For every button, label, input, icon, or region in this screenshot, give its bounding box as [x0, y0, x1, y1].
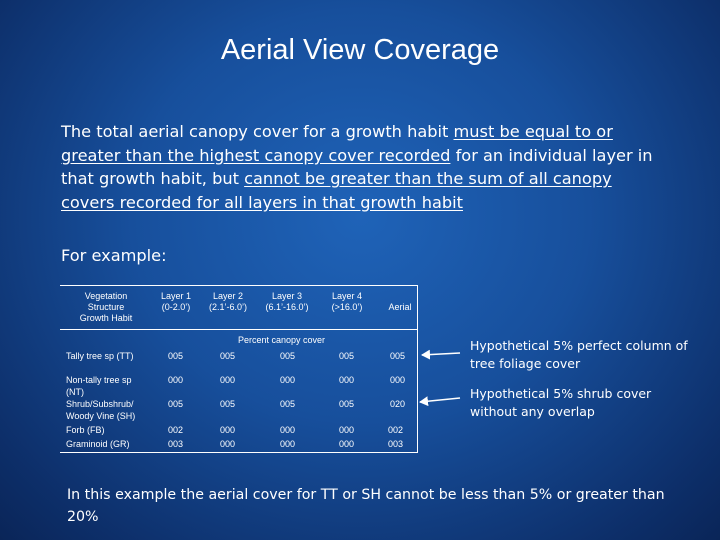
cell-sh-aerial: 020 [390, 399, 406, 409]
para-underline-1: must be equal to or greater than the hig… [61, 122, 613, 165]
row-label-fb: Forb (FB) [66, 425, 105, 435]
cell-tt-l4: 005 [339, 351, 355, 361]
para-text-2: for an individual layer in that growth h… [61, 145, 653, 189]
arrow-to-sh-aerial [419, 396, 461, 407]
row-label-nt: Non-tally tree sp [66, 375, 132, 385]
arrow-to-tt-aerial [421, 349, 461, 360]
cell-fb-l1: 002 [168, 425, 184, 435]
row-label-nt-2: (NT) [66, 387, 84, 397]
cell-tt-l2: 005 [220, 351, 236, 361]
header-growth-habit: Vegetation Structure Growth Habit [79, 291, 133, 323]
cell-nt-aerial: 000 [390, 375, 406, 385]
cell-tt-l1: 005 [168, 351, 184, 361]
table-bottom-rule [60, 452, 418, 453]
cell-gr-l2: 000 [220, 439, 236, 449]
cell-nt-l2: 000 [220, 375, 236, 385]
header-layer-2: Layer 2 (2.1’-6.0’) [208, 291, 247, 312]
cell-tt-l3: 005 [280, 351, 296, 361]
cell-sh-l3: 005 [280, 399, 296, 409]
cell-sh-l1: 005 [168, 399, 184, 409]
canopy-cover-table: Vegetation Structure Growth Habit Layer … [60, 285, 420, 455]
header-layer-3: Layer 3 (6.1’-16.0’) [265, 291, 309, 312]
cell-nt-l1: 000 [168, 375, 184, 385]
cell-sh-l4: 005 [339, 399, 355, 409]
cell-nt-l4: 000 [339, 375, 355, 385]
row-label-sh: Shrub/Subshrub/ [66, 399, 134, 409]
cell-fb-aerial: 002 [388, 425, 404, 435]
row-label-tt: Tally tree sp (TT) [66, 351, 134, 361]
table-top-rule [60, 285, 418, 286]
cell-fb-l4: 000 [339, 425, 355, 435]
cell-fb-l2: 000 [220, 425, 236, 435]
cell-sh-l2: 005 [220, 399, 236, 409]
example-label: For example: [61, 246, 167, 265]
cell-fb-l3: 000 [280, 425, 296, 435]
table-header-rule [60, 329, 418, 330]
cell-tt-aerial: 005 [390, 351, 406, 361]
cell-gr-l1: 003 [168, 439, 184, 449]
header-aerial: Aerial [388, 302, 412, 312]
slide-title: Aerial View Coverage [220, 34, 500, 66]
cell-gr-l3: 000 [280, 439, 296, 449]
definition-paragraph: The total aerial canopy cover for a grow… [61, 120, 661, 214]
para-text-1: The total aerial canopy cover for a grow… [61, 122, 454, 141]
row-label-sh-2: Woody Vine (SH) [66, 411, 136, 421]
header-layer-4: Layer 4 (>16.0’) [331, 291, 363, 312]
cell-nt-l3: 000 [280, 375, 296, 385]
row-label-gr: Graminoid (GR) [66, 439, 130, 449]
note-shrub-cover: Hypothetical 5% shrub cover without any … [470, 386, 652, 419]
table-right-rule [417, 285, 418, 453]
conclusion-text: In this example the aerial cover for TT … [67, 487, 665, 525]
subheader-percent-canopy-cover: Percent canopy cover [238, 335, 326, 345]
cell-gr-l4: 000 [339, 439, 355, 449]
note-tree-column: Hypothetical 5% perfect column of tree f… [470, 338, 688, 371]
header-layer-1: Layer 1 (0-2.0’) [160, 291, 192, 312]
para-underline-2: cannot be greater than the sum of all ca… [61, 169, 612, 212]
cell-gr-aerial: 003 [388, 439, 404, 449]
